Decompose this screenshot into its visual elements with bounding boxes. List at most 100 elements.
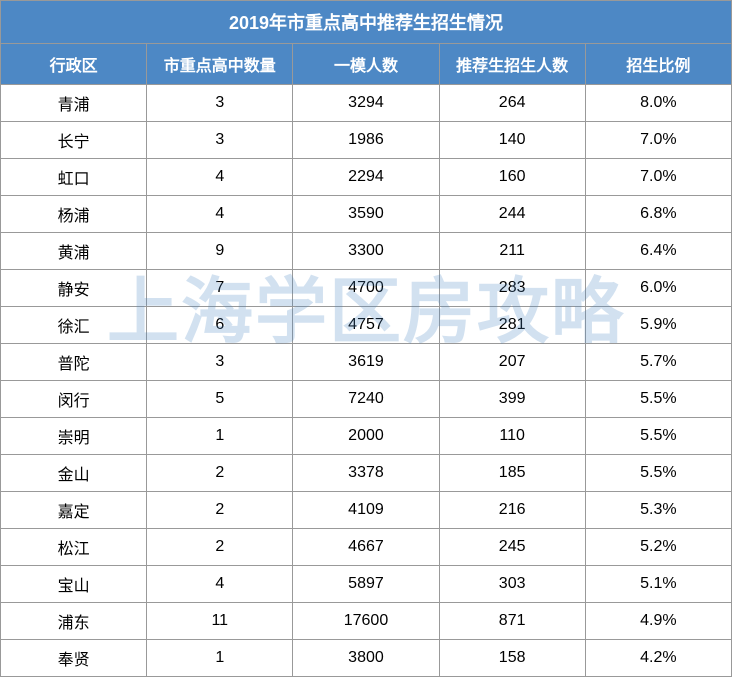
cell-district: 嘉定 <box>1 492 147 529</box>
cell-exam-count: 3800 <box>293 640 439 677</box>
cell-exam-count: 3590 <box>293 196 439 233</box>
cell-district: 黄浦 <box>1 233 147 270</box>
cell-exam-count: 4667 <box>293 529 439 566</box>
cell-school-count: 3 <box>147 85 293 122</box>
cell-school-count: 11 <box>147 603 293 640</box>
table-row: 徐汇647572815.9% <box>1 307 732 344</box>
table-row: 普陀336192075.7% <box>1 344 732 381</box>
cell-exam-count: 7240 <box>293 381 439 418</box>
cell-enroll-count: 211 <box>439 233 585 270</box>
cell-school-count: 7 <box>147 270 293 307</box>
cell-school-count: 2 <box>147 529 293 566</box>
header-ratio: 招生比例 <box>585 44 731 85</box>
table-body: 青浦332942648.0%长宁319861407.0%虹口422941607.… <box>1 85 732 677</box>
cell-school-count: 5 <box>147 381 293 418</box>
cell-ratio: 8.0% <box>585 85 731 122</box>
cell-enroll-count: 871 <box>439 603 585 640</box>
cell-district: 青浦 <box>1 85 147 122</box>
cell-exam-count: 17600 <box>293 603 439 640</box>
table-row: 青浦332942648.0% <box>1 85 732 122</box>
cell-district: 浦东 <box>1 603 147 640</box>
cell-ratio: 5.5% <box>585 455 731 492</box>
cell-enroll-count: 160 <box>439 159 585 196</box>
cell-district: 崇明 <box>1 418 147 455</box>
cell-exam-count: 1986 <box>293 122 439 159</box>
cell-enroll-count: 244 <box>439 196 585 233</box>
cell-district: 虹口 <box>1 159 147 196</box>
cell-district: 普陀 <box>1 344 147 381</box>
cell-exam-count: 3378 <box>293 455 439 492</box>
cell-ratio: 5.5% <box>585 418 731 455</box>
header-district: 行政区 <box>1 44 147 85</box>
cell-exam-count: 4757 <box>293 307 439 344</box>
header-row: 行政区 市重点高中数量 一模人数 推荐生招生人数 招生比例 <box>1 44 732 85</box>
table-row: 嘉定241092165.3% <box>1 492 732 529</box>
cell-district: 金山 <box>1 455 147 492</box>
cell-district: 长宁 <box>1 122 147 159</box>
cell-enroll-count: 207 <box>439 344 585 381</box>
cell-ratio: 7.0% <box>585 159 731 196</box>
cell-district: 松江 <box>1 529 147 566</box>
cell-district: 奉贤 <box>1 640 147 677</box>
cell-school-count: 9 <box>147 233 293 270</box>
table-row: 杨浦435902446.8% <box>1 196 732 233</box>
table-row: 金山233781855.5% <box>1 455 732 492</box>
cell-ratio: 5.1% <box>585 566 731 603</box>
cell-enroll-count: 303 <box>439 566 585 603</box>
cell-ratio: 5.7% <box>585 344 731 381</box>
cell-ratio: 5.9% <box>585 307 731 344</box>
cell-school-count: 4 <box>147 566 293 603</box>
cell-enroll-count: 140 <box>439 122 585 159</box>
cell-school-count: 3 <box>147 344 293 381</box>
cell-school-count: 1 <box>147 640 293 677</box>
cell-ratio: 4.9% <box>585 603 731 640</box>
cell-enroll-count: 264 <box>439 85 585 122</box>
header-school-count: 市重点高中数量 <box>147 44 293 85</box>
cell-district: 宝山 <box>1 566 147 603</box>
cell-enroll-count: 283 <box>439 270 585 307</box>
cell-school-count: 3 <box>147 122 293 159</box>
cell-ratio: 4.2% <box>585 640 731 677</box>
table-container: 上海学区房攻略 2019年市重点高中推荐生招生情况 行政区 市重点高中数量 一模… <box>0 0 732 677</box>
enrollment-table: 2019年市重点高中推荐生招生情况 行政区 市重点高中数量 一模人数 推荐生招生… <box>0 0 732 677</box>
cell-exam-count: 5897 <box>293 566 439 603</box>
table-row: 浦东11176008714.9% <box>1 603 732 640</box>
table-title: 2019年市重点高中推荐生招生情况 <box>1 1 732 44</box>
cell-school-count: 2 <box>147 455 293 492</box>
header-exam-count: 一模人数 <box>293 44 439 85</box>
cell-exam-count: 3300 <box>293 233 439 270</box>
table-row: 长宁319861407.0% <box>1 122 732 159</box>
cell-enroll-count: 158 <box>439 640 585 677</box>
table-row: 黄浦933002116.4% <box>1 233 732 270</box>
cell-enroll-count: 245 <box>439 529 585 566</box>
table-row: 静安747002836.0% <box>1 270 732 307</box>
table-row: 奉贤138001584.2% <box>1 640 732 677</box>
cell-ratio: 6.0% <box>585 270 731 307</box>
cell-exam-count: 4109 <box>293 492 439 529</box>
cell-enroll-count: 216 <box>439 492 585 529</box>
table-row: 虹口422941607.0% <box>1 159 732 196</box>
cell-school-count: 4 <box>147 159 293 196</box>
table-row: 闵行572403995.5% <box>1 381 732 418</box>
cell-ratio: 5.5% <box>585 381 731 418</box>
cell-exam-count: 4700 <box>293 270 439 307</box>
cell-ratio: 6.4% <box>585 233 731 270</box>
cell-exam-count: 2294 <box>293 159 439 196</box>
table-row: 崇明120001105.5% <box>1 418 732 455</box>
cell-enroll-count: 399 <box>439 381 585 418</box>
header-enroll-count: 推荐生招生人数 <box>439 44 585 85</box>
cell-exam-count: 3294 <box>293 85 439 122</box>
cell-school-count: 6 <box>147 307 293 344</box>
cell-district: 静安 <box>1 270 147 307</box>
cell-district: 徐汇 <box>1 307 147 344</box>
cell-district: 杨浦 <box>1 196 147 233</box>
cell-enroll-count: 185 <box>439 455 585 492</box>
cell-ratio: 5.3% <box>585 492 731 529</box>
title-row: 2019年市重点高中推荐生招生情况 <box>1 1 732 44</box>
cell-ratio: 5.2% <box>585 529 731 566</box>
cell-school-count: 1 <box>147 418 293 455</box>
table-row: 宝山458973035.1% <box>1 566 732 603</box>
cell-school-count: 4 <box>147 196 293 233</box>
table-row: 松江246672455.2% <box>1 529 732 566</box>
cell-school-count: 2 <box>147 492 293 529</box>
